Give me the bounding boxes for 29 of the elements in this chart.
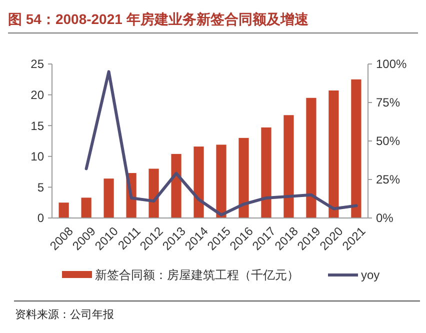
chart-title: 图 54：2008-2021 年房建业务新签合同额及增速 [8, 11, 310, 27]
y-tick-label: 25 [30, 57, 44, 72]
y2-tick-label: 100% [376, 57, 408, 72]
line-series [84, 70, 358, 216]
text: 资料来源：公司年报 [15, 308, 114, 321]
y2-tick-label: 75% [376, 96, 400, 110]
y2-tick-label: 25% [376, 172, 400, 187]
y-tick-label: 20 [30, 88, 44, 102]
bar [306, 98, 316, 218]
legend-label: 新签合同额：房屋建筑工程（千亿元） [95, 268, 299, 282]
y-tick-label: 0 [37, 211, 44, 226]
bar [148, 168, 159, 218]
legend-label: yoy [361, 268, 380, 282]
y-tick-label: 15 [30, 118, 44, 133]
y-tick-label: 10 [30, 150, 44, 164]
y2-tick-label: 0% [376, 211, 394, 226]
bar [104, 178, 114, 218]
bar [58, 202, 69, 218]
y2-tick-label: 50% [376, 134, 400, 148]
bar [284, 115, 294, 218]
y-tick-label: 5 [37, 180, 44, 194]
bar [261, 127, 272, 218]
bar [238, 138, 249, 218]
bar [328, 90, 339, 218]
bar [194, 146, 204, 218]
bar [351, 79, 362, 218]
bar [216, 144, 226, 218]
bar [81, 198, 92, 218]
bar [171, 154, 182, 218]
